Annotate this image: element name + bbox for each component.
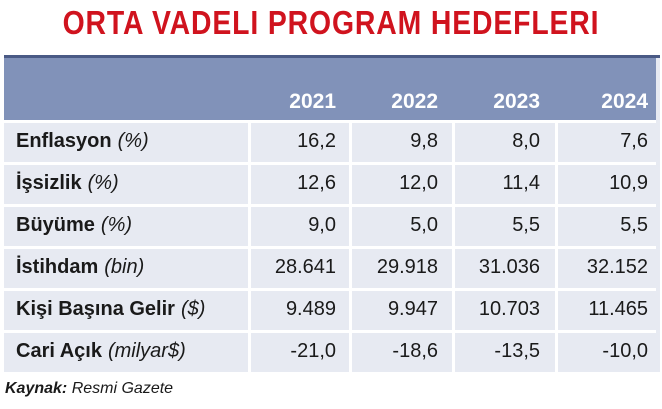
table-cell: 9,0: [308, 214, 336, 236]
table-cell: -21,0: [290, 340, 336, 362]
row-label: İşsizlik (%): [16, 172, 119, 194]
table-cell: 9,8: [410, 130, 438, 152]
table-row: Enflasyon (%) 16,2 9,8 8,0 7,6: [4, 120, 656, 158]
column-header-2023: 2023: [493, 90, 540, 113]
table-cell: 11.465: [588, 298, 648, 320]
table-cell: 5,0: [410, 214, 438, 236]
table-cell: 11,4: [502, 172, 540, 194]
table-cell: 7,6: [620, 130, 648, 152]
table-header: 2021 2022 2023 2024: [4, 58, 656, 120]
table-row: İşsizlik (%) 12,6 12,0 11,4 10,9: [4, 162, 656, 200]
table-cell: -18,6: [392, 340, 438, 362]
table-cell: 10.703: [478, 298, 540, 320]
table-cell: 5,5: [620, 214, 648, 236]
table-cell: -10,0: [602, 340, 648, 362]
table-row: İstihdam (bin) 28.641 29.918 31.036 32.15…: [4, 246, 656, 284]
source-note: Kaynak: Resmi Gazete: [5, 380, 174, 397]
table-cell: 8,0: [512, 130, 540, 152]
page-title: ORTA VADELI PROGRAM HEDEFLERI: [62, 4, 600, 41]
table-cell: 31.036: [478, 256, 540, 278]
table-cell: 29.918: [376, 256, 438, 278]
table-cell: 5,5: [512, 214, 540, 236]
table-row: Büyüme (%) 9,0 5,0 5,5 5,5: [4, 204, 656, 242]
table-cell: 10,9: [609, 172, 648, 194]
table-cell: 12,0: [399, 172, 438, 194]
column-header-2022: 2022: [391, 90, 438, 113]
row-label: Cari Açık (milyar$): [16, 340, 186, 362]
column-header-2024: 2024: [601, 90, 648, 113]
table-cell: 9.489: [285, 298, 336, 320]
table-cell: -13,5: [494, 340, 540, 362]
table-cell: 9.947: [387, 298, 438, 320]
column-header-2021: 2021: [289, 90, 336, 113]
row-label: Büyüme (%): [16, 214, 133, 236]
row-label: Enflasyon (%): [16, 130, 149, 152]
table-cell: 28.641: [274, 256, 336, 278]
data-table: 2021 2022 2023 2024 Enflasyon (%) 16,2 9,…: [4, 55, 660, 372]
row-label: Kişi Başına Gelir ($): [16, 298, 206, 320]
table-cell: 12,6: [297, 172, 336, 194]
table-cell: 32.152: [586, 256, 648, 278]
table-cell: 16,2: [297, 130, 336, 152]
row-label: İstihdam (bin): [16, 256, 145, 278]
table-row: Kişi Başına Gelir ($) 9.489 9.947 10.703 …: [4, 288, 656, 326]
table-row: Cari Açık (milyar$) -21,0 -18,6 -13,5 -10…: [4, 330, 656, 368]
